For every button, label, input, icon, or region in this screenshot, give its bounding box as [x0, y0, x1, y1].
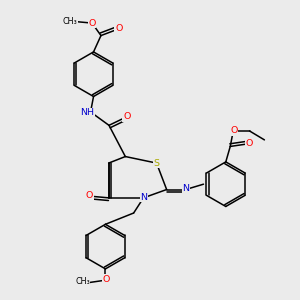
Text: NH: NH: [80, 108, 94, 117]
Text: O: O: [88, 19, 96, 28]
Text: CH₃: CH₃: [75, 278, 90, 286]
Text: N: N: [141, 193, 148, 202]
Text: O: O: [123, 112, 130, 121]
Text: O: O: [115, 24, 122, 33]
Text: S: S: [154, 159, 160, 168]
Text: O: O: [230, 126, 238, 135]
Text: O: O: [103, 275, 110, 284]
Text: N: N: [182, 184, 189, 194]
Text: CH₃: CH₃: [63, 17, 78, 26]
Text: O: O: [245, 139, 253, 148]
Text: O: O: [86, 191, 93, 200]
